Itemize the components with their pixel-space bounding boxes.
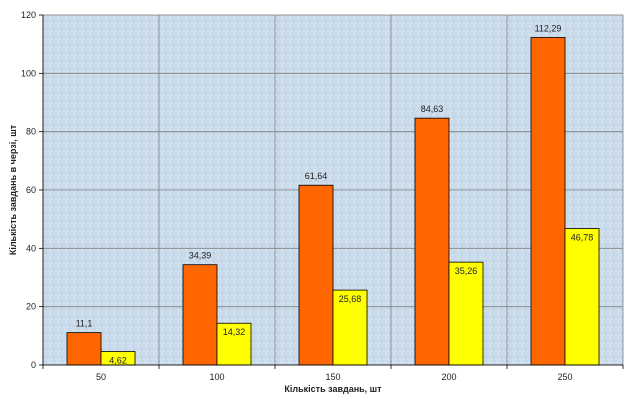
y-tick-label: 20 [26, 302, 36, 312]
y-tick-label: 40 [26, 243, 36, 253]
data-label: 34,39 [189, 251, 212, 261]
y-tick-label: 60 [26, 185, 36, 195]
data-label: 84,63 [421, 104, 444, 114]
bar-series-1-250 [530, 37, 566, 366]
bar-series-2-250 [564, 228, 600, 366]
y-tick-label: 100 [21, 68, 36, 78]
bar-series-1-100 [182, 264, 218, 366]
x-tick-label: 200 [441, 372, 456, 382]
data-label: 25,68 [339, 294, 362, 304]
bars [66, 37, 600, 366]
data-label: 35,26 [455, 266, 478, 276]
data-label: 4,62 [109, 356, 127, 366]
bar-series-2-200 [448, 261, 484, 366]
x-axis-title: Кількість завдань, шт [284, 384, 382, 394]
x-tick-label: 50 [96, 372, 106, 382]
data-label: 46,78 [571, 233, 594, 243]
bar-series-1-50 [66, 332, 102, 366]
x-tick-label: 250 [557, 372, 572, 382]
y-axis-title: Кількість завдань в черзі, шт [8, 124, 18, 255]
bar-series-2-100 [216, 322, 252, 366]
y-tick-label: 120 [21, 10, 36, 20]
axes: 0 20 40 60 80 100 120 50 100 150 200 250 [21, 10, 624, 382]
x-tick-label: 100 [209, 372, 224, 382]
data-label: 112,29 [535, 23, 562, 33]
bar-series-1-200 [414, 117, 450, 366]
y-tick-label: 0 [31, 360, 36, 370]
data-label: 11,1 [76, 319, 93, 329]
x-tick-label: 150 [325, 372, 340, 382]
bar-series-1-150 [298, 184, 334, 366]
y-tick-label: 80 [26, 127, 36, 137]
data-labels: 11,1 4,62 34,39 14,32 61,64 25,68 84,63 35,26 11… [76, 23, 594, 365]
data-label: 61,64 [305, 171, 328, 181]
data-label: 14,32 [223, 327, 246, 337]
